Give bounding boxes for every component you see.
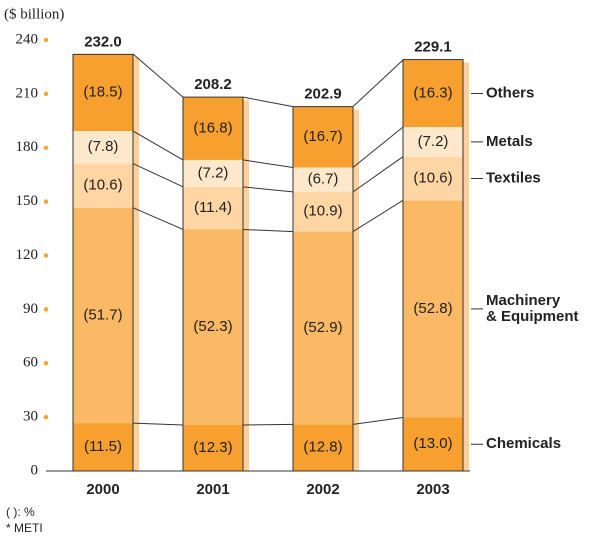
- bar-segment: [73, 131, 133, 164]
- tick-mark: [43, 91, 49, 97]
- data-label: (7.2): [198, 164, 229, 181]
- x-tick-label: 2000: [86, 481, 119, 498]
- legend-label: Metals: [486, 133, 533, 150]
- data-label: (11.5): [84, 438, 122, 455]
- bar-shadow: [243, 100, 249, 472]
- bar-segment: [73, 423, 133, 471]
- data-label: (52.9): [303, 319, 342, 336]
- legend-label: Textiles: [486, 169, 541, 186]
- connector: [132, 53, 184, 98]
- connector: [242, 423, 294, 426]
- connector: [242, 159, 294, 168]
- legend-label: Others: [486, 84, 534, 101]
- bar-segment: [183, 229, 243, 426]
- data-label: (16.7): [303, 128, 342, 145]
- data-label: (12.8): [303, 439, 342, 456]
- connector: [352, 126, 404, 168]
- y-tick-label: 60: [23, 355, 38, 371]
- data-label: (52.8): [413, 300, 452, 317]
- bar-shadow: [353, 109, 359, 471]
- bar-segment: [183, 186, 243, 230]
- data-label: (16.3): [413, 84, 452, 101]
- data-label: (13.0): [413, 435, 452, 452]
- tick-mark: [43, 361, 49, 366]
- data-label: (12.3): [193, 439, 232, 456]
- y-axis-label: ($ billion): [4, 6, 64, 22]
- tick-mark: [43, 199, 49, 204]
- y-tick-label: 30: [23, 409, 38, 425]
- data-label: (16.8): [193, 119, 232, 136]
- total-label: 229.1: [414, 39, 452, 56]
- bar-segment: [183, 425, 243, 471]
- y-tick-label: 210: [16, 85, 39, 101]
- connector: [242, 96, 294, 108]
- connector: [132, 163, 184, 188]
- bar-segment: [293, 424, 353, 471]
- data-label: (51.7): [83, 306, 122, 323]
- bar-segment: [403, 156, 463, 201]
- bar-segment: [183, 159, 243, 187]
- data-label: (18.5): [83, 83, 122, 100]
- data-label: (10.6): [413, 169, 452, 186]
- legend-label: Chemicals: [486, 435, 561, 452]
- x-tick-label: 2002: [306, 481, 339, 498]
- y-tick-label: 120: [16, 247, 39, 263]
- data-label: (7.2): [418, 133, 449, 150]
- connector: [352, 199, 404, 233]
- bar-segment: [293, 167, 353, 192]
- bar-shadow: [133, 57, 139, 471]
- connector: [352, 156, 404, 193]
- data-label: (11.4): [194, 199, 232, 216]
- connector: [132, 130, 184, 161]
- connector: [242, 186, 294, 193]
- data-label: (52.3): [193, 318, 232, 335]
- legend-label: Machinery & Equipment: [486, 292, 579, 325]
- note: * METI: [6, 521, 43, 535]
- total-label: 202.9: [304, 86, 342, 103]
- connector: [352, 417, 404, 425]
- data-label: (10.9): [303, 203, 342, 220]
- bar-segment: [183, 97, 243, 160]
- bar-segment: [293, 191, 353, 232]
- tick-mark: [43, 414, 49, 420]
- note: ( ): %: [6, 505, 35, 519]
- connector: [132, 422, 184, 426]
- total-label: 232.0: [84, 33, 122, 50]
- data-label: (7.8): [88, 138, 119, 155]
- connector: [352, 59, 404, 107]
- bar-segment: [403, 417, 463, 471]
- tick-mark: [43, 307, 49, 312]
- bar-shadow: [463, 62, 469, 471]
- total-label: 208.2: [194, 76, 232, 93]
- bar-segment: [403, 59, 463, 128]
- bar-segment: [293, 106, 353, 168]
- bar-segment: [73, 207, 133, 424]
- tick-mark: [43, 253, 49, 258]
- data-label: (6.7): [308, 171, 339, 188]
- bar-segment: [73, 53, 133, 132]
- x-tick-label: 2003: [416, 481, 449, 498]
- data-label: (10.6): [83, 177, 122, 194]
- tick-mark: [43, 145, 49, 150]
- bar-segment: [403, 127, 463, 157]
- connector: [242, 228, 294, 233]
- x-tick-label: 2001: [196, 481, 229, 498]
- y-tick-label: 150: [16, 193, 39, 209]
- connector: [132, 207, 184, 230]
- y-tick-label: 240: [16, 31, 39, 47]
- tick-mark: [43, 37, 49, 43]
- y-tick-label: 180: [16, 139, 39, 155]
- y-tick-label: 90: [23, 301, 38, 317]
- bar-segment: [293, 231, 353, 425]
- y-tick-label: 0: [31, 462, 39, 478]
- bar-segment: [403, 200, 463, 418]
- bar-segment: [73, 163, 133, 208]
